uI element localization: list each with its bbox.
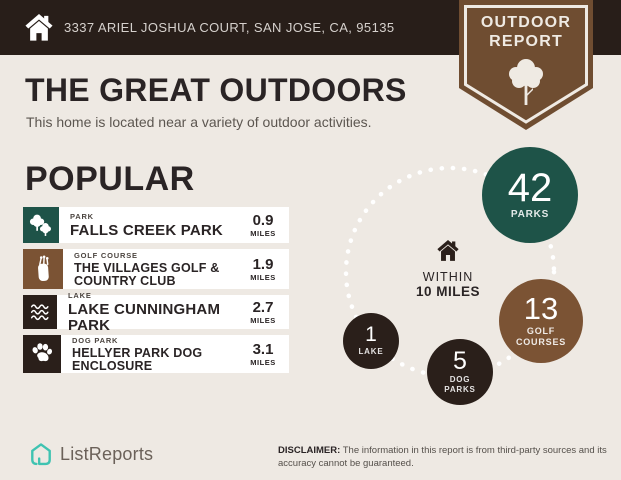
listreports-logo-icon	[31, 443, 51, 466]
item-name: LAKE CUNNINGHAM PARK	[68, 301, 221, 334]
list-item-golf: GOLF COURSE THE VILLAGES GOLF & COUNTRY …	[23, 249, 289, 289]
stat-bubble-dog-parks: 5 DOG PARKS	[427, 339, 493, 405]
stat-label: PARKS	[510, 209, 550, 220]
badge-title: OUTDOOR REPORT	[480, 14, 572, 50]
stat-value: 5	[453, 346, 467, 375]
park-trees-icon	[23, 207, 59, 243]
listreports-brand: ListReports	[30, 442, 153, 466]
item-distance: 0.9 MILES	[241, 207, 289, 243]
popular-heading: POPULAR	[25, 160, 195, 198]
stat-value: 42	[507, 166, 553, 210]
page-title: THE GREAT OUTDOORS	[25, 72, 407, 108]
stat-bubble-lake: 1 LAKE	[343, 313, 399, 369]
tree-icon	[509, 59, 543, 105]
page-subtitle: This home is located near a variety of o…	[26, 114, 372, 130]
distance-unit: MILES	[250, 272, 276, 282]
list-item-lake: LAKE LAKE CUNNINGHAM PARK 2.7 MILES	[23, 291, 289, 333]
outdoor-report-badge: OUTDOOR REPORT	[459, 0, 593, 132]
disclaimer-body: The information in this report is from t…	[278, 445, 607, 470]
distance-value: 2.7	[252, 298, 274, 316]
item-distance: 3.1 MILES	[241, 335, 289, 373]
paw-icon	[23, 335, 61, 373]
radius-center-label: WITHIN 10 MILES	[398, 240, 498, 299]
distance-value: 3.1	[252, 340, 274, 358]
item-distance: 2.7 MILES	[241, 295, 289, 329]
item-distance: 1.9 MILES	[241, 249, 289, 289]
stat-value: 1	[365, 323, 377, 347]
item-name: HELLYER PARK DOG ENCLOSURE	[72, 345, 203, 373]
stat-value: 13	[523, 291, 559, 327]
item-name: FALLS CREEK PARK	[70, 222, 223, 240]
list-item-dog-park: DOG PARK HELLYER PARK DOG ENCLOSURE 3.1 …	[23, 335, 289, 373]
distance-unit: MILES	[250, 357, 276, 367]
within-label: WITHIN	[422, 270, 474, 284]
property-address: 3337 ARIEL JOSHUA COURT, SAN JOSE, CA, 9…	[64, 20, 395, 35]
item-category: PARK	[70, 212, 94, 222]
list-item-text: DOG PARK HELLYER PARK DOG ENCLOSURE	[61, 335, 241, 373]
list-item-park: PARK FALLS CREEK PARK 0.9 MILES	[23, 207, 289, 243]
distance-unit: MILES	[250, 315, 276, 325]
disclaimer-text: DISCLAIMER: The information in this repo…	[278, 444, 614, 471]
miles-label: 10 MILES	[415, 284, 481, 299]
list-item-text: PARK FALLS CREEK PARK	[59, 207, 241, 243]
stat-label: DOG PARKS	[444, 375, 476, 394]
brand-name: ListReports	[60, 443, 154, 464]
badge-shape	[459, 0, 593, 130]
disclaimer-label: DISCLAIMER:	[278, 445, 341, 456]
list-item-text: LAKE LAKE CUNNINGHAM PARK	[57, 291, 241, 333]
stat-label: LAKE	[358, 347, 384, 357]
radius-dotted-ring	[342, 164, 558, 380]
waves-icon	[23, 295, 57, 329]
item-category: DOG PARK	[72, 335, 119, 345]
house-icon	[25, 13, 53, 41]
stat-bubble-golf-courses: 13 GOLF COURSES	[499, 279, 583, 363]
distance-value: 0.9	[252, 211, 274, 229]
stat-bubble-parks: 42 PARKS	[482, 147, 578, 243]
item-category: LAKE	[68, 291, 92, 301]
golf-bag-icon	[23, 249, 63, 289]
distance-value: 1.9	[252, 255, 274, 273]
item-name: THE VILLAGES GOLF & COUNTRY CLUB	[74, 260, 220, 288]
stat-label: GOLF COURSES	[515, 325, 567, 347]
popular-list: PARK FALLS CREEK PARK 0.9 MILES GOLF COU	[23, 207, 289, 373]
distance-unit: MILES	[250, 228, 276, 238]
house-icon	[437, 240, 459, 261]
list-item-text: GOLF COURSE THE VILLAGES GOLF & COUNTRY …	[63, 249, 241, 289]
item-category: GOLF COURSE	[74, 250, 138, 260]
